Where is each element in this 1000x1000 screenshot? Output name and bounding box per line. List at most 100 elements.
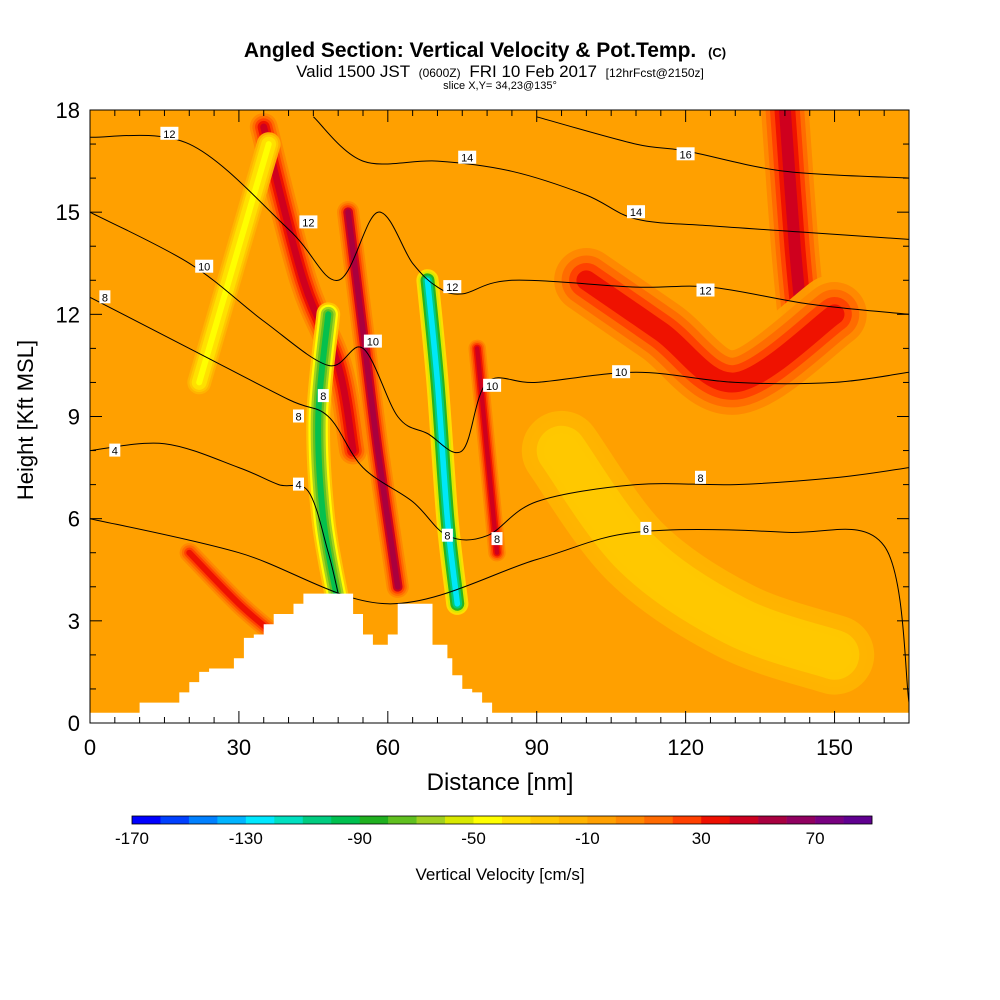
colorbar-swatch bbox=[615, 816, 645, 824]
contour-label-text: 8 bbox=[697, 473, 703, 485]
chart-title: Angled Section: Vertical Velocity & Pot.… bbox=[244, 39, 726, 62]
contour-label: 8 bbox=[491, 532, 503, 546]
contour-label: 4 bbox=[109, 443, 121, 458]
updraft-band-2-4 bbox=[475, 346, 500, 555]
contour-label: 6 bbox=[640, 521, 652, 536]
x-tick-label: 0 bbox=[84, 735, 96, 760]
forecast: [12hrFcst@2150z] bbox=[606, 66, 704, 80]
contour-label-text: 14 bbox=[630, 207, 642, 219]
contour-label-text: 10 bbox=[486, 381, 498, 393]
contour-label-bg bbox=[293, 409, 304, 423]
contour-label-bg bbox=[99, 290, 111, 304]
colorbar-swatch bbox=[416, 816, 446, 824]
colorbar-swatch bbox=[132, 816, 161, 824]
x-tick-label: 150 bbox=[816, 735, 853, 760]
contour-label: 10 bbox=[612, 365, 631, 379]
contour-label: 14 bbox=[458, 150, 477, 165]
colorbar-swatch bbox=[359, 816, 389, 824]
contour-label-bg bbox=[612, 365, 631, 379]
contour-label-bg bbox=[443, 280, 462, 294]
colorbar-swatch bbox=[843, 816, 873, 824]
colorbar-swatch bbox=[388, 816, 417, 824]
x-tick-label: 60 bbox=[376, 735, 400, 760]
contour-label: 8 bbox=[695, 470, 706, 485]
colorbar-swatch bbox=[530, 816, 560, 824]
contour-label: 10 bbox=[195, 259, 214, 274]
contour-label: 12 bbox=[160, 126, 179, 141]
y-tick-label: 0 bbox=[68, 711, 80, 736]
x-axis: 0 30 60 90 120 150 bbox=[84, 110, 910, 760]
x-tick-label: 120 bbox=[667, 735, 704, 760]
chart-subtitle: Valid 1500 JST (0600Z) FRI 10 Feb 2017 [… bbox=[296, 62, 704, 81]
colorbar-swatch bbox=[473, 816, 503, 824]
colorbar-label: Vertical Velocity [cm/s] bbox=[415, 865, 584, 884]
contour-label-text: 8 bbox=[320, 391, 326, 403]
downdraft-band-8-4 bbox=[196, 141, 272, 386]
y-tick-label: 15 bbox=[56, 200, 80, 225]
downdraft-band-6-4 bbox=[315, 311, 342, 607]
contour-label-bg bbox=[109, 443, 121, 457]
contour-label-bg bbox=[458, 150, 477, 164]
contour-label: 14 bbox=[627, 205, 645, 219]
colorbar-swatch bbox=[302, 816, 332, 824]
colorbar-swatch bbox=[558, 816, 588, 824]
contour-label-bg bbox=[293, 477, 304, 491]
contour-label-bg bbox=[676, 147, 695, 161]
contour-label-text: 6 bbox=[643, 524, 649, 536]
downdraft-band-7-4 bbox=[424, 277, 461, 607]
contour-label-text: 8 bbox=[494, 534, 500, 546]
contour-label-text: 4 bbox=[112, 446, 118, 458]
colorbar-swatch bbox=[245, 816, 275, 824]
contour-label-text: 12 bbox=[699, 286, 711, 298]
contour-label-text: 10 bbox=[615, 367, 627, 379]
contour-label-text: 12 bbox=[302, 217, 314, 229]
contour-label-text: 12 bbox=[446, 282, 458, 294]
colorbar-swatch bbox=[672, 816, 702, 824]
colorbar-swatch bbox=[217, 816, 247, 824]
velocity-field bbox=[177, 110, 875, 695]
contour-label: 8 bbox=[293, 409, 304, 424]
contour-line-4 bbox=[90, 442, 339, 594]
contour-label-text: 14 bbox=[461, 153, 473, 165]
contour-label-text: 10 bbox=[198, 262, 210, 274]
downdraft-band-9-4 bbox=[551, 440, 845, 665]
colorbar: -170 -130 -90 -50 -10 30 70 bbox=[115, 815, 873, 848]
colorbar-swatch bbox=[786, 816, 816, 824]
contour-label-bg bbox=[299, 215, 318, 229]
colorbar-swatch bbox=[502, 816, 531, 824]
contour-label-bg bbox=[441, 528, 453, 542]
contour-label: 8 bbox=[99, 290, 111, 304]
contour-label-bg bbox=[363, 334, 382, 348]
updraft-band-4-4 bbox=[576, 270, 845, 393]
contour-label-bg bbox=[696, 283, 715, 297]
valid-date: FRI 10 Feb 2017 bbox=[469, 62, 597, 81]
contour-label-text: 4 bbox=[295, 480, 301, 492]
contour-label-text: 12 bbox=[163, 129, 175, 141]
x-axis-label: Distance [nm] bbox=[427, 769, 574, 796]
slice-label: slice X,Y= 34,23@135° bbox=[443, 80, 557, 92]
contour-label-bg bbox=[483, 378, 502, 392]
updraft-band-1-4 bbox=[345, 209, 401, 590]
y-tick-label: 18 bbox=[56, 98, 80, 123]
contour-label-bg bbox=[627, 205, 645, 219]
contour-label: 8 bbox=[317, 389, 329, 403]
contour-label: 12 bbox=[443, 280, 462, 294]
contour-label: 10 bbox=[483, 378, 502, 393]
colorbar-tick-label: -90 bbox=[347, 829, 372, 848]
y-axis-label: Height [Kft MSL] bbox=[13, 340, 38, 500]
valid-utc: (0600Z) bbox=[419, 66, 461, 80]
contour-label-text: 8 bbox=[444, 531, 450, 543]
contour-label-bg bbox=[491, 532, 503, 546]
colorbar-swatch bbox=[587, 816, 617, 824]
x-tick-label: 90 bbox=[524, 735, 548, 760]
colorbar-swatch bbox=[160, 816, 190, 824]
contour-label-text: 16 bbox=[679, 149, 691, 161]
colorbar-swatch bbox=[644, 816, 674, 824]
colorbar-tick-label: -50 bbox=[461, 829, 486, 848]
y-tick-label: 3 bbox=[68, 609, 80, 634]
colorbar-tick-label: -170 bbox=[115, 829, 149, 848]
colorbar-swatch bbox=[758, 816, 787, 824]
y-tick-label: 6 bbox=[68, 507, 80, 532]
contour-label-bg bbox=[695, 470, 706, 484]
